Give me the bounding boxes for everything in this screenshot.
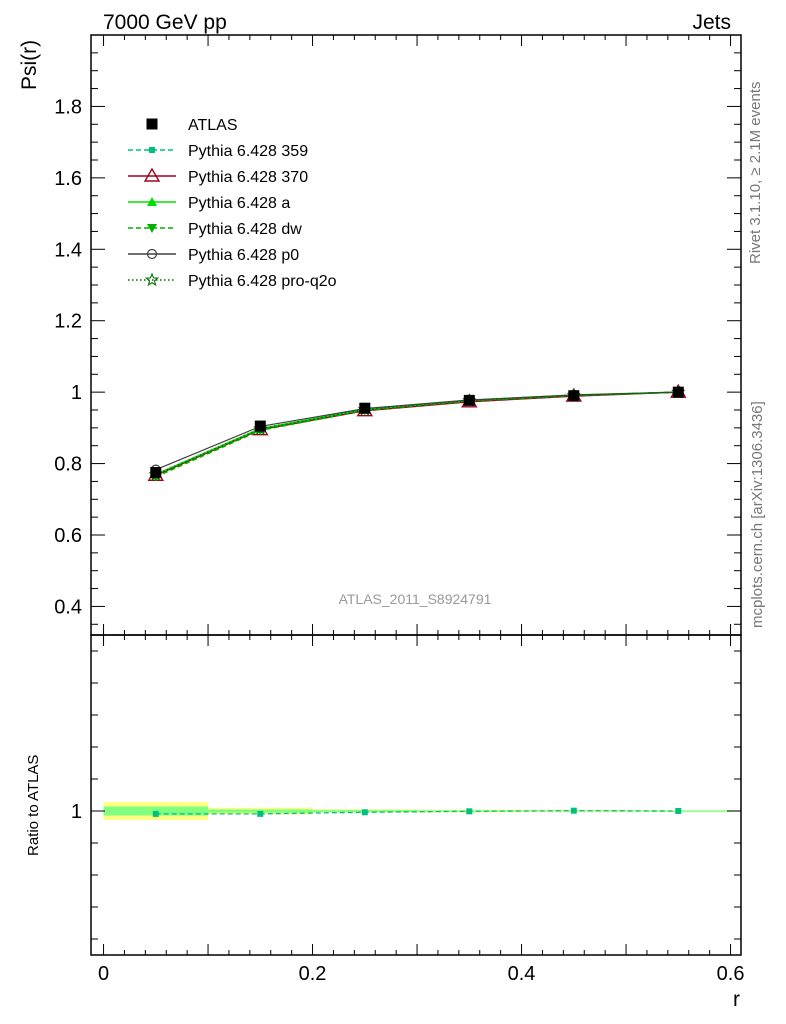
legend-marker-pa bbox=[147, 197, 157, 206]
series-p359 bbox=[152, 389, 682, 478]
legend-label-pq2o: Pythia 6.428 pro-q2o bbox=[188, 273, 337, 290]
x-tick-label: 0.4 bbox=[508, 963, 536, 985]
series-atlas bbox=[150, 386, 684, 478]
legend-label-p359: Pythia 6.428 359 bbox=[188, 143, 308, 160]
legend-label-p370: Pythia 6.428 370 bbox=[188, 169, 308, 186]
mcplots-label: mcplots.cern.ch [arXiv:1306.3436] bbox=[749, 401, 766, 628]
ratio-point-p359 bbox=[361, 809, 368, 816]
legend-entry-atlas: ATLAS bbox=[146, 117, 238, 134]
ratio-point-p359 bbox=[152, 810, 159, 817]
series-line-pq2o bbox=[155, 391, 679, 476]
y-tick-label: 0.4 bbox=[54, 596, 82, 618]
data-point-atlas bbox=[568, 390, 580, 402]
ratio-point-p359 bbox=[466, 808, 473, 815]
y-tick-label: 0.6 bbox=[54, 525, 82, 547]
legend-marker-pdw bbox=[147, 224, 157, 233]
legend-marker-p359 bbox=[149, 147, 155, 153]
header-process: Jets bbox=[692, 11, 731, 34]
legend-entry-p370: Pythia 6.428 370 bbox=[128, 167, 308, 186]
y-tick-label: 1.4 bbox=[54, 239, 82, 261]
series-pq2o bbox=[148, 384, 686, 481]
legend-entry-pdw: Pythia 6.428 dw bbox=[128, 221, 302, 238]
x-axis-label: r bbox=[733, 988, 740, 1011]
y-tick-label: 0.8 bbox=[54, 454, 82, 476]
ratio-y-tick-label: 1 bbox=[71, 801, 82, 823]
y-tick-label: 1.6 bbox=[54, 168, 82, 190]
axes-layer: 0 0.2 0.4 0.6 0.4 0.6 0.8 1 1.2 1.4 1.6 1.8 1 bbox=[54, 34, 745, 985]
legend-label-p0: Pythia 6.428 p0 bbox=[188, 247, 299, 264]
series-pdw bbox=[150, 388, 684, 482]
ratio-point-p359 bbox=[675, 808, 682, 814]
x-tick-label: 0.2 bbox=[299, 963, 327, 985]
series-line-p0 bbox=[155, 391, 679, 471]
analysis-watermark: ATLAS_2011_S8924791 bbox=[339, 591, 492, 607]
legend-entry-p0: Pythia 6.428 p0 bbox=[128, 247, 299, 264]
legend-marker-pq2o bbox=[144, 272, 160, 287]
data-point-atlas bbox=[672, 386, 684, 398]
legend: ATLAS Pythia 6.428 359 Pythia 6.428 370 Pyt… bbox=[128, 117, 337, 290]
y-tick-label: 1.2 bbox=[54, 311, 82, 333]
header-energy: 7000 GeV pp bbox=[103, 11, 227, 34]
y-tick-label: 1 bbox=[71, 382, 82, 404]
ratio-point-p359 bbox=[570, 807, 577, 814]
ratio-plot-frame bbox=[90, 634, 742, 956]
ratio-y-axis-label: Ratio to ATLAS bbox=[25, 755, 42, 856]
legend-entry-pa: Pythia 6.428 a bbox=[128, 195, 290, 212]
data-point-atlas bbox=[254, 420, 266, 432]
x-tick-label: 0.6 bbox=[717, 963, 745, 985]
legend-label-pa: Pythia 6.428 a bbox=[188, 195, 290, 212]
series-p0 bbox=[150, 387, 684, 475]
legend-marker-p370 bbox=[143, 167, 161, 182]
series-layer bbox=[147, 383, 741, 817]
series-pa bbox=[150, 387, 684, 479]
legend-entry-pq2o: Pythia 6.428 pro-q2o bbox=[128, 272, 337, 290]
y-tick-label: 1.8 bbox=[54, 96, 82, 118]
ratio-line-p359 bbox=[155, 810, 679, 815]
rivet-version-label: Rivet 3.1.10, ≥ 2.1M events bbox=[747, 82, 764, 265]
legend-marker-atlas bbox=[146, 118, 158, 130]
series-p370 bbox=[147, 383, 687, 482]
x-tick-label: 0 bbox=[98, 963, 109, 985]
legend-label-atlas: ATLAS bbox=[188, 117, 238, 134]
legend-entry-p359: Pythia 6.428 359 bbox=[128, 143, 308, 160]
y-axis-label: Psi(r) bbox=[18, 40, 41, 90]
data-point-atlas bbox=[359, 402, 371, 414]
data-point-atlas bbox=[463, 394, 475, 406]
legend-marker-p0 bbox=[146, 248, 158, 260]
ratio-point-p359 bbox=[257, 810, 264, 817]
data-point-atlas bbox=[150, 467, 162, 478]
legend-label-pdw: Pythia 6.428 dw bbox=[188, 221, 302, 238]
